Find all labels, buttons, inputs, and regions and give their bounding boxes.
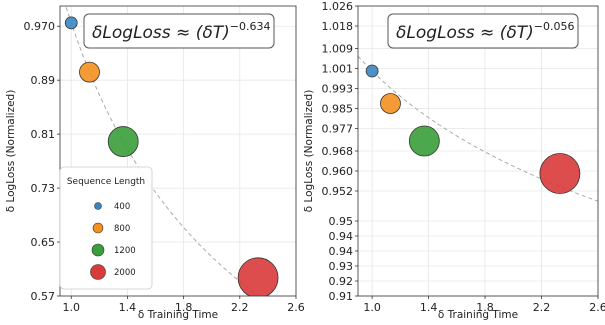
legend: Sequence Length 400 800 1200 2000: [59, 166, 153, 290]
y-tick-label: 0.952: [322, 185, 354, 198]
y-tick-label: 0.95: [329, 215, 354, 228]
y-axis-label: δ LogLoss (Normalized): [303, 90, 315, 213]
y-tick-label: 1.026: [322, 0, 354, 13]
data-point-seq-400: [64, 16, 78, 30]
y-axis-label: δ LogLoss (Normalized): [5, 90, 17, 213]
annotation-box: [83, 13, 275, 49]
y-tick-label: 0.977: [322, 123, 354, 136]
legend-label-800: 800: [114, 224, 130, 234]
x-tick-label: 1.4: [119, 301, 137, 314]
x-tick-label: 2.2: [231, 301, 249, 314]
legend-label-1200: 1200: [114, 246, 136, 256]
x-tick-label: 2.2: [533, 301, 551, 314]
x-tick-label: 1.0: [363, 301, 381, 314]
annotation-text: δLogLoss ≈ (δT)−0.056: [396, 20, 574, 43]
y-tick-label: 0.985: [322, 103, 354, 116]
x-tick-label: 1.8: [476, 301, 494, 314]
y-tick-label: 0.89: [31, 74, 56, 87]
data-point-seq-1200: [107, 126, 139, 157]
x-tick-label: 2.6: [287, 301, 305, 314]
legend-label-2000: 2000: [114, 268, 136, 278]
annotation-text: δLogLoss ≈ (δT)−0.634: [92, 20, 270, 43]
y-tick-label: 0.960: [322, 165, 354, 178]
y-tick-label: 0.65: [31, 236, 56, 249]
legend-box: [59, 166, 153, 290]
data-point-seq-800: [380, 93, 401, 114]
y-tick-label: 1.001: [322, 63, 354, 76]
subplot-2: 1.0 1.4 1.8 2.2 2.6 0.91 0.92 0.93 0.94 0.94 0.95 0…: [303, 0, 605, 321]
y-tick-label: 0.94: [329, 230, 354, 243]
y-tick-label: 0.91: [329, 290, 354, 303]
x-tick-label: 1.8: [175, 301, 193, 314]
y-tick-label: 0.57: [31, 290, 56, 303]
x-tick-label: 1.0: [62, 301, 80, 314]
legend-marker-800: [92, 222, 104, 234]
y-tick-label: 0.968: [322, 145, 354, 158]
x-tick-label: 1.4: [420, 301, 438, 314]
y-tick-label: 0.81: [31, 128, 56, 141]
y-tick-label: 0.94: [329, 245, 354, 258]
y-tick-label: 0.993: [322, 83, 354, 96]
x-axis-label: δ Training Time: [438, 309, 518, 321]
legend-marker-400: [94, 202, 102, 210]
data-point-seq-2000: [237, 257, 279, 296]
legend-marker-1200: [91, 243, 105, 257]
y-tick-label: 0.73: [31, 182, 56, 195]
legend-marker-2000: [90, 264, 106, 280]
y-tick-label: 1.009: [322, 43, 354, 56]
subplot-1: 1.0 1.4 1.8 2.2 2.6 0.57 0.65 0.73 0.81 0.89 0.970…: [5, 5, 305, 321]
data-point-seq-1200: [408, 125, 440, 157]
legend-title: Sequence Length: [67, 177, 145, 187]
x-axis-label: δ Training Time: [138, 309, 218, 321]
y-tick-label: 0.970: [24, 20, 56, 33]
data-point-seq-400: [365, 64, 379, 78]
annotation-box: [387, 13, 579, 49]
x-tick-label: 2.6: [589, 301, 605, 314]
data-point-seq-2000: [539, 153, 581, 194]
y-tick-label: 0.92: [329, 275, 354, 288]
legend-label-400: 400: [114, 202, 130, 212]
y-tick-label: 0.93: [329, 260, 354, 273]
data-point-seq-800: [79, 61, 100, 83]
y-tick-label: 1.018: [322, 20, 354, 33]
axes-frame: [59, 5, 297, 297]
